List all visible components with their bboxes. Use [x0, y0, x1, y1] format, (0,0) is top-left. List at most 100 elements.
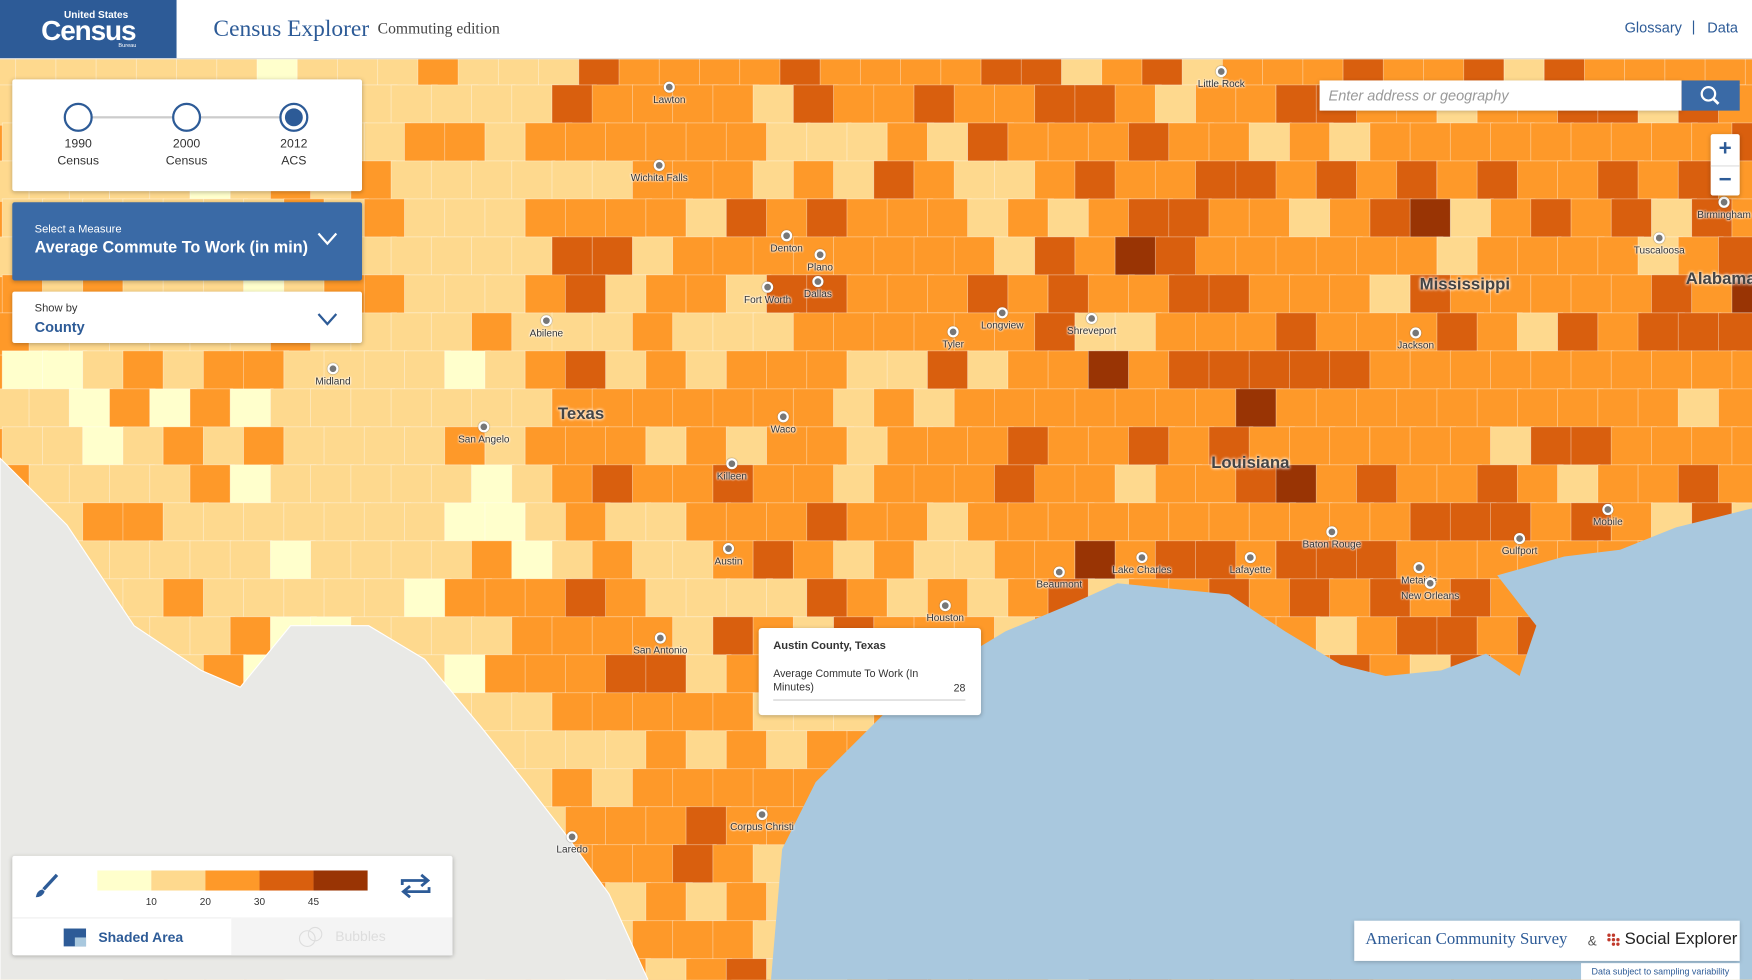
county: [1047, 426, 1092, 466]
county: [953, 312, 1002, 354]
county: [471, 616, 519, 658]
legend-swatch: [97, 870, 152, 891]
county: [1677, 464, 1721, 509]
county: [672, 464, 717, 507]
county: [833, 388, 879, 430]
county: [310, 540, 358, 581]
county: [430, 312, 472, 353]
county: [1597, 312, 1642, 355]
brush-icon[interactable]: [32, 872, 61, 901]
search-button[interactable]: [1681, 80, 1740, 111]
city-label: Lake Charles: [1097, 551, 1186, 575]
county: [833, 160, 876, 201]
county: [1168, 502, 1211, 543]
county: [283, 578, 329, 618]
zoom-out[interactable]: −: [1710, 165, 1740, 196]
county: [270, 388, 315, 433]
city-name: Corpus Christi: [730, 821, 794, 833]
county: [927, 502, 975, 547]
zoom-in[interactable]: +: [1718, 136, 1732, 161]
county: [766, 426, 808, 466]
county: [967, 198, 1014, 239]
county: [28, 388, 73, 428]
county: [672, 388, 720, 432]
county: [1436, 616, 1479, 658]
tab-bubbles[interactable]: Bubbles: [231, 917, 453, 956]
county: [645, 122, 689, 165]
city-dot: [756, 808, 768, 821]
county: [390, 464, 436, 504]
nav-link[interactable]: Data: [1707, 18, 1739, 36]
city-label: Shreveport: [1047, 312, 1136, 336]
county: [1047, 502, 1095, 546]
county: [1610, 502, 1653, 547]
city-dot: [1053, 566, 1065, 578]
county: [1329, 274, 1371, 316]
city-dot: [722, 543, 735, 555]
county: [1154, 84, 1198, 127]
city-name: Midland: [315, 375, 351, 387]
county: [363, 578, 408, 620]
legend-panel: 10 20 30 45 Shaded Area Bubbles: [12, 855, 453, 956]
county: [1315, 540, 1359, 582]
app-edition: Commuting edition: [377, 21, 500, 38]
county: [323, 578, 370, 620]
county: [243, 502, 286, 544]
county: [1369, 502, 1412, 545]
timeline-node[interactable]: [172, 102, 202, 132]
city-dot: [566, 831, 578, 843]
city-label: Midland: [288, 363, 377, 387]
county: [42, 350, 88, 390]
swap-icon[interactable]: [397, 872, 435, 901]
nav-link[interactable]: Glossary: [1624, 18, 1682, 36]
county: [685, 350, 727, 395]
county: [1034, 84, 1080, 126]
city-name: Waco: [770, 423, 796, 435]
city-label: Baton Rouge: [1287, 526, 1376, 550]
county: [1436, 464, 1482, 509]
county: [390, 84, 438, 128]
measure-select[interactable]: Select a Measure Average Commute To Work…: [12, 202, 363, 281]
timeline-node[interactable]: [279, 102, 309, 132]
county: [605, 806, 649, 847]
tooltip-value: 28: [953, 682, 966, 695]
timeline-panel: 1990 Census 2000 Census 2012 ACS: [12, 79, 363, 192]
city-name: Laredo: [556, 843, 588, 855]
county: [511, 464, 559, 507]
county: [1449, 274, 1492, 317]
county: [1154, 464, 1203, 504]
timeline-node[interactable]: [63, 102, 93, 132]
county: [564, 198, 613, 242]
county: [457, 58, 501, 87]
showby-select[interactable]: Show by County: [12, 291, 363, 344]
state-label: Texas: [557, 404, 605, 424]
county: [564, 122, 610, 162]
tab-shaded[interactable]: Shaded Area: [12, 917, 232, 956]
logo[interactable]: United States Census Bureau: [0, 0, 177, 59]
search-input[interactable]: Enter address or geography: [1319, 80, 1682, 111]
city-label: Laredo: [527, 831, 616, 855]
county: [1369, 578, 1413, 620]
county: [967, 502, 1010, 543]
county: [42, 426, 90, 469]
legend-swatch: [205, 870, 260, 891]
county: [1114, 84, 1162, 127]
county: [109, 464, 155, 505]
county: [1248, 426, 1295, 469]
city-name: San Antonio: [633, 644, 688, 656]
county: [1610, 426, 1658, 467]
county: [1074, 84, 1117, 126]
county: [672, 84, 719, 127]
county: [725, 578, 773, 623]
county: [886, 502, 934, 546]
measure-value: Average Commute To Work (in min): [34, 239, 309, 257]
city-label: Mobile: [1563, 503, 1652, 527]
county: [632, 692, 678, 736]
county: [363, 198, 409, 239]
county: [672, 160, 719, 203]
city-label: Fort Worth: [723, 281, 812, 305]
city-name: Lafayette: [1229, 564, 1272, 576]
search-placeholder: Enter address or geography: [1328, 87, 1509, 104]
county: [1530, 122, 1574, 166]
